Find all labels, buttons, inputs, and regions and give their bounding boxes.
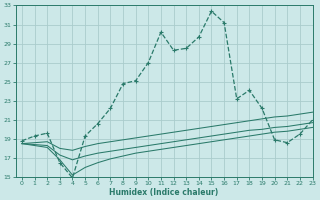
X-axis label: Humidex (Indice chaleur): Humidex (Indice chaleur) [109, 188, 219, 197]
